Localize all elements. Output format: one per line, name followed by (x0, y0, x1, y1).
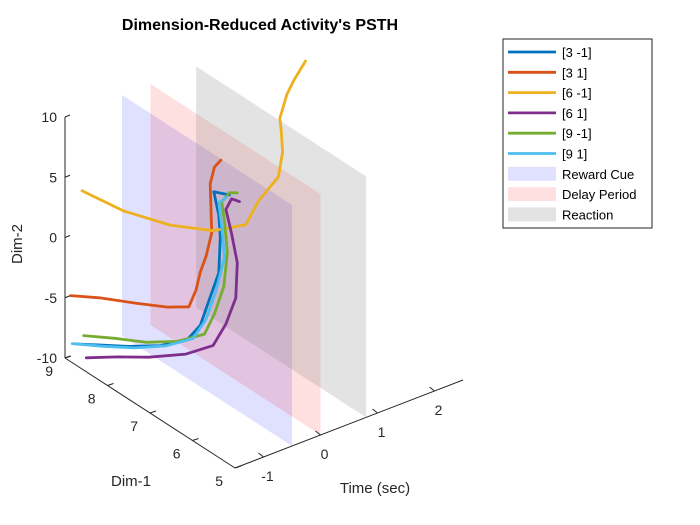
dim1-tick-mark (107, 383, 114, 386)
dim2-tick-label: 10 (41, 109, 57, 125)
dim1-tick-label: 9 (45, 363, 53, 379)
dim2-tick-label: -5 (45, 290, 58, 306)
series-layer (69, 59, 307, 360)
legend-entry: [3 1] (508, 65, 587, 80)
series-line-3 (80, 59, 307, 233)
dim2-tick-label: -10 (37, 350, 57, 366)
dim1-tick-mark (234, 465, 242, 469)
dim1-tick-label: 7 (130, 418, 138, 434)
dim2-tick-label: 0 (49, 230, 57, 246)
dim2-tick-mark (64, 174, 71, 178)
time-tick-label: 0 (321, 446, 329, 462)
legend-entry: Delay Period (508, 187, 636, 202)
dim2-axis-label: Dim-2 (9, 224, 26, 264)
time-tick-label: -1 (261, 468, 274, 484)
legend-label: [3 -1] (562, 45, 592, 60)
chart-title: Dimension-Reduced Activity's PSTH (122, 17, 398, 34)
legend-label: Reaction (562, 207, 613, 222)
dim1-tick-label: 8 (88, 391, 96, 407)
legend-patch-swatch (508, 166, 556, 181)
legend-entry: [3 -1] (508, 45, 592, 60)
legend-entry: [6 1] (508, 106, 587, 121)
series-line-6 (70, 195, 228, 350)
time-axis-label: Time (sec) (340, 480, 410, 497)
dim2-tick-label: 5 (49, 169, 57, 185)
dim2-tick-mark (64, 114, 71, 118)
plane-reaction (196, 66, 367, 418)
dim1-tick-mark (149, 410, 157, 414)
time-tick-mark (315, 430, 321, 436)
legend-entry: Reaction (508, 207, 613, 222)
series-line-4 (84, 197, 241, 360)
dim1-tick-label: 5 (215, 473, 223, 489)
legend-entry: [6 -1] (508, 86, 592, 101)
legend-label: Delay Period (562, 187, 636, 202)
dim1-tick-mark (192, 438, 199, 441)
legend: [3 -1] [3 1] [6 -1] [6 1] [9 -1] [9 1] Reward … (508, 45, 636, 222)
dim1-tick-label: 6 (173, 446, 181, 462)
time-tick-mark (372, 408, 378, 414)
legend-label: Reward Cue (562, 167, 634, 182)
legend-entry: [9 1] (508, 147, 587, 162)
time-tick-mark (429, 386, 435, 392)
dim1-axis-label: Dim-1 (111, 473, 151, 490)
dim2-tick-mark (64, 235, 71, 238)
dim1-tick-mark (64, 355, 72, 359)
legend-patch-swatch (508, 207, 556, 222)
time-tick-label: 2 (435, 402, 443, 418)
plane-reward-cue (122, 95, 292, 446)
legend-patch-swatch (508, 187, 556, 202)
legend-label: [6 1] (562, 106, 587, 121)
patch-layer (122, 66, 367, 446)
time-axis-line (234, 379, 464, 469)
legend-label: [6 -1] (562, 86, 592, 101)
dim2-tick-mark (64, 295, 71, 299)
legend-entry: [9 -1] (508, 126, 592, 141)
legend-label: [9 -1] (562, 126, 592, 141)
legend-entry: Reward Cue (508, 166, 634, 182)
series-line-2 (69, 158, 223, 309)
time-tick-label: 1 (378, 424, 386, 440)
time-tick-mark (258, 452, 264, 458)
legend-label: [9 1] (562, 147, 587, 162)
legend-label: [3 1] (562, 65, 587, 80)
